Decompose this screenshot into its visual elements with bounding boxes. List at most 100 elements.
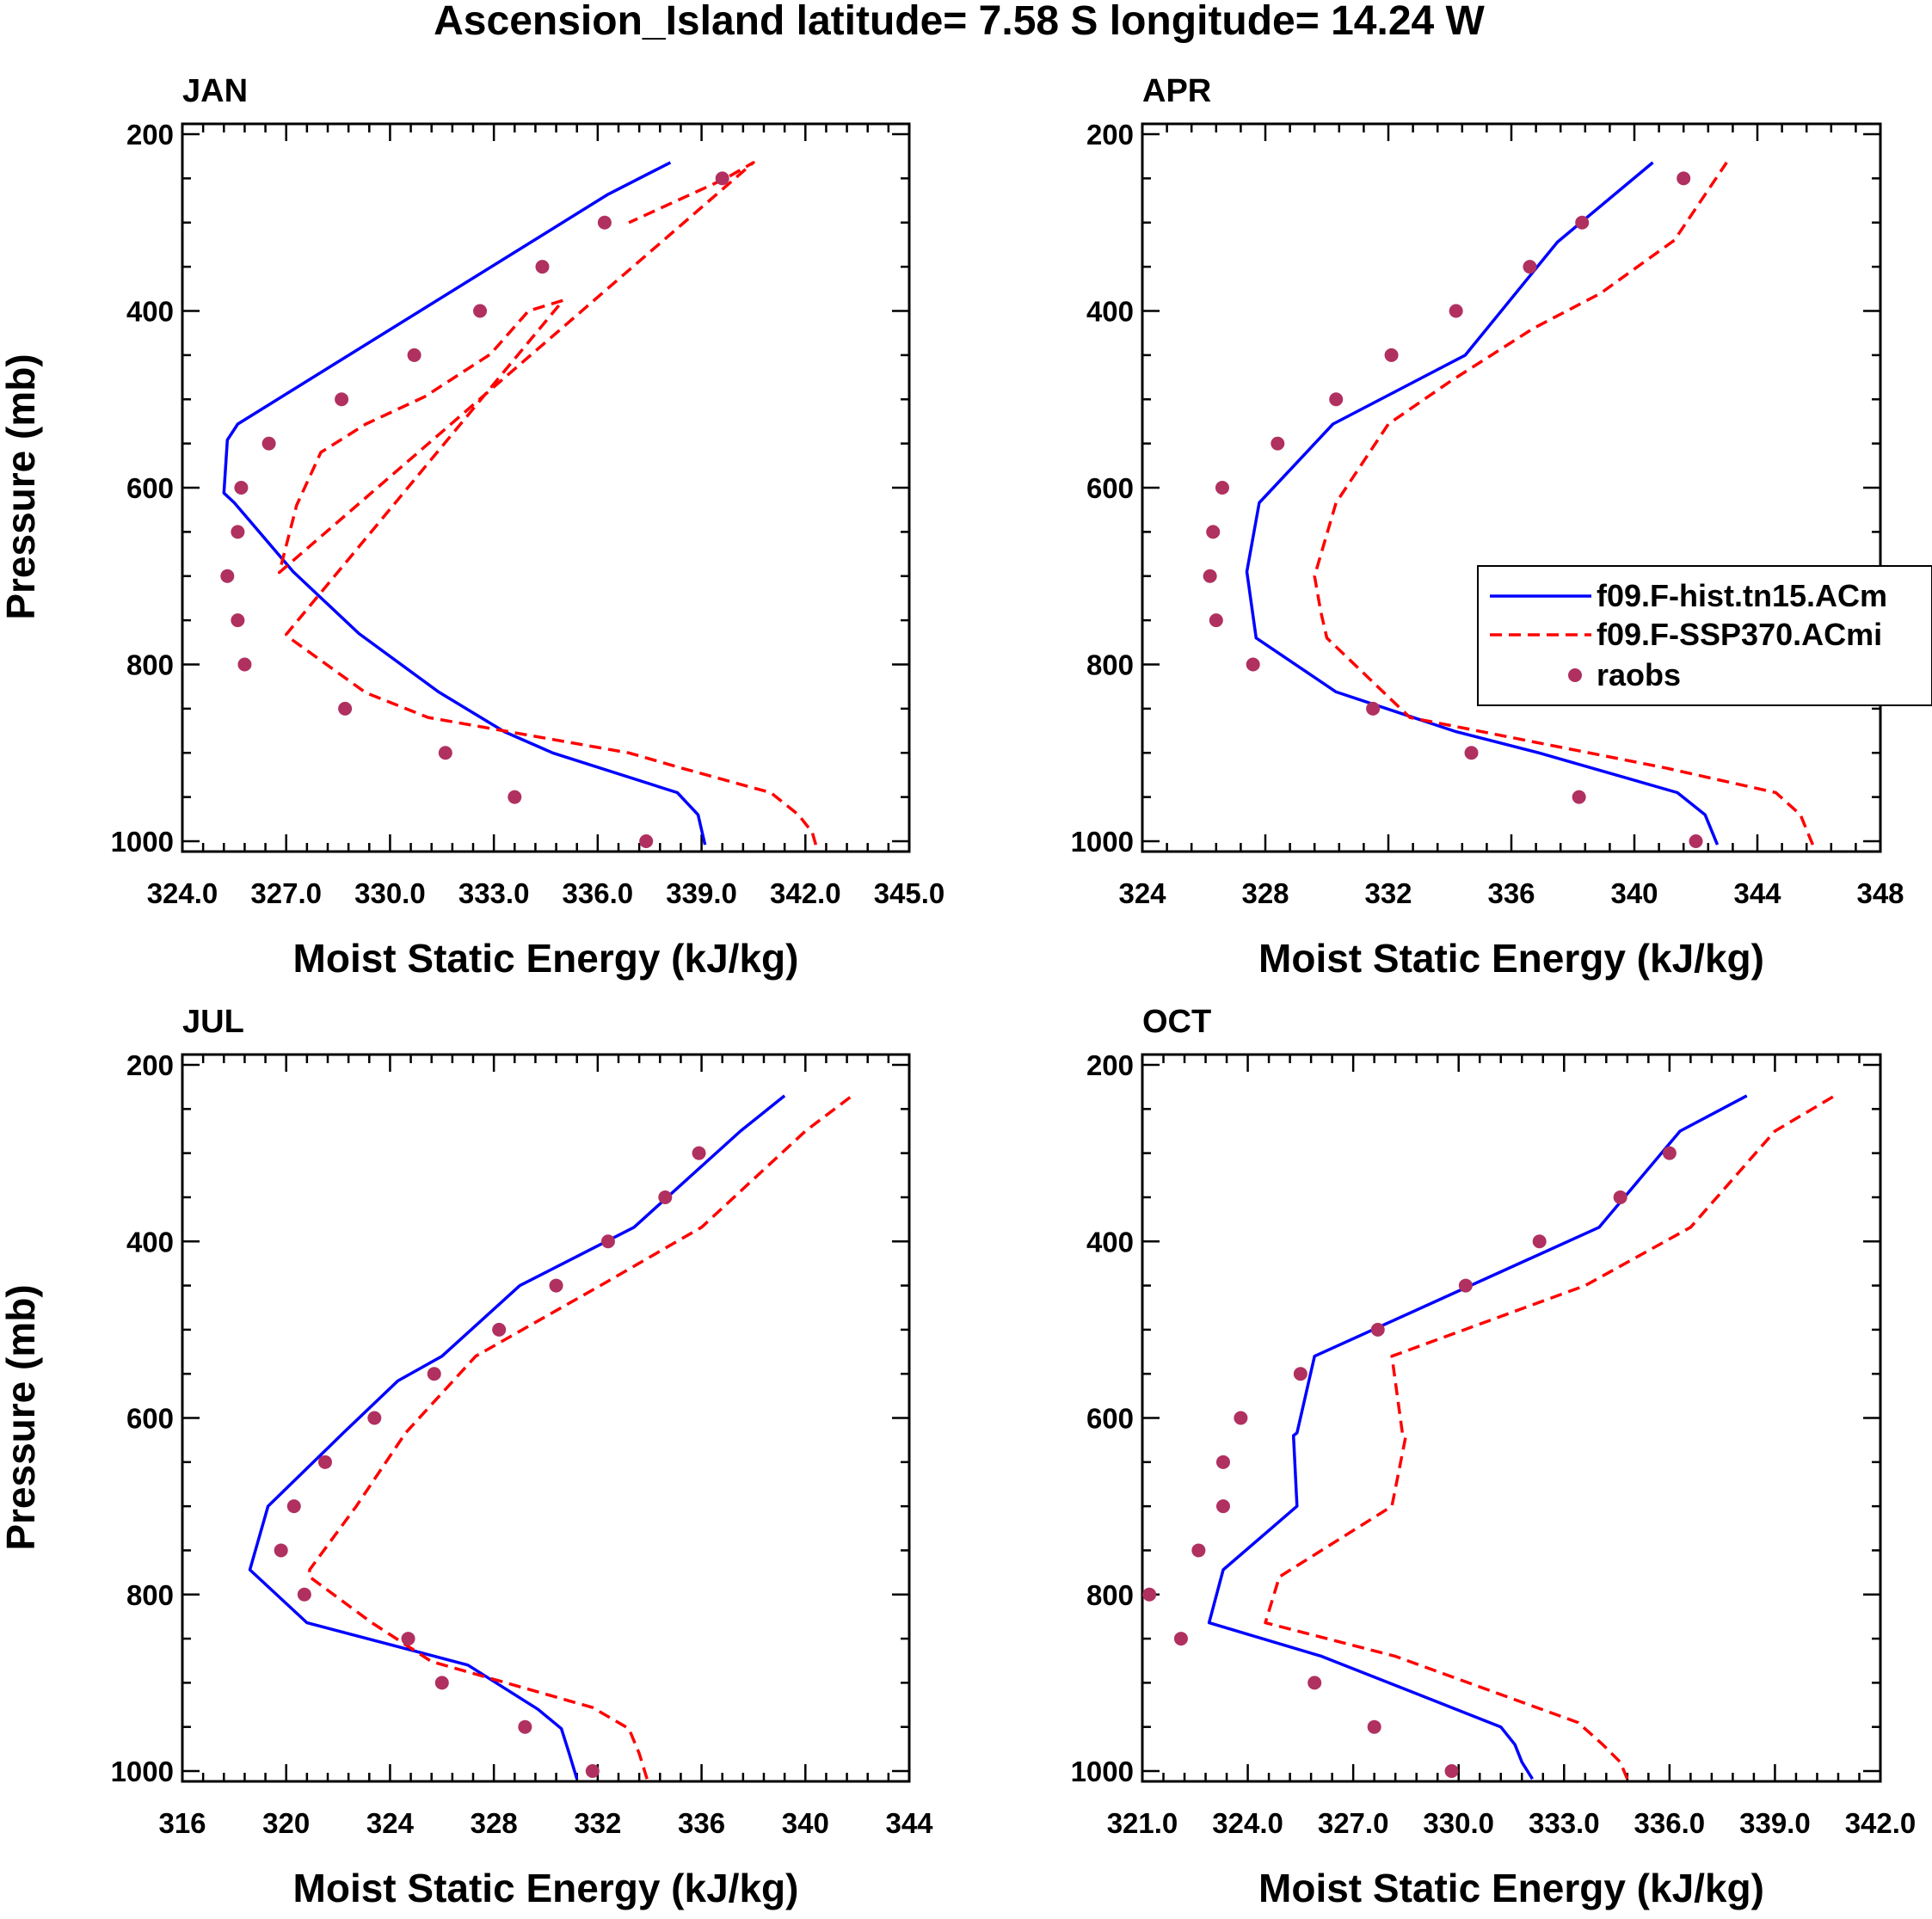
raobs-point <box>407 348 421 362</box>
panel-oct: OCT 321.0 324.0 327.0 330.0 333.0 336.0 339.0 34… <box>1071 1004 1917 1910</box>
legend-ssp-label: f09.F-SSP370.ACmi <box>1597 617 1882 652</box>
y-tick-label: 400 <box>126 1226 174 1258</box>
raobs-point <box>1613 1190 1627 1204</box>
plot-frame <box>1141 1053 1882 1783</box>
raobs-point <box>438 746 452 760</box>
raobs-point <box>274 1543 288 1558</box>
x-tick-label: 320 <box>262 1807 310 1839</box>
y-tick-label: 200 <box>126 119 174 151</box>
y-tick-label: 1000 <box>111 826 174 858</box>
y-tick-label: 200 <box>126 1049 174 1081</box>
x-axis-label: Moist Static Energy (kJ/kg) <box>1258 1866 1764 1910</box>
legend-hist-label: f09.F-hist.tn15.ACm <box>1597 578 1887 613</box>
x-tick-label: 324.0 <box>1212 1807 1283 1839</box>
x-tick-label: 324.0 <box>147 877 218 909</box>
x-tick-label: 333.0 <box>458 877 530 909</box>
series-hist-line <box>1245 161 1720 846</box>
panel-jan: JAN 324.0 327.0 330.0 333.0 336.0 339.0 342.0 34… <box>0 73 944 981</box>
raobs-point <box>1464 746 1479 760</box>
raobs-point <box>585 1764 600 1778</box>
raobs-point <box>535 260 550 274</box>
x-tick-label: 316 <box>158 1807 206 1839</box>
raobs-point <box>1662 1146 1677 1160</box>
raobs-point <box>1215 1499 1230 1514</box>
legend-raobs-marker <box>1568 668 1582 682</box>
x-tick-label: 321.0 <box>1107 1807 1178 1839</box>
raobs-point <box>508 790 522 804</box>
x-tick-label: 336 <box>1487 877 1535 909</box>
y-axis-label: Pressure (mb) <box>0 354 43 619</box>
plot-frame <box>181 1053 911 1783</box>
raobs-point <box>1689 834 1703 848</box>
raobs-point <box>286 1499 301 1514</box>
raobs-point <box>1384 348 1399 362</box>
raobs-point <box>401 1632 415 1646</box>
raobs-point <box>237 657 252 672</box>
raobs-point <box>549 1278 563 1293</box>
raobs-point <box>597 215 612 230</box>
x-tick-label: 336 <box>678 1807 725 1839</box>
x-tick-label: 330.0 <box>1423 1807 1494 1839</box>
panel-title: OCT <box>1142 1004 1211 1040</box>
raobs-point <box>427 1367 441 1381</box>
x-tick-label: 345.0 <box>874 877 945 909</box>
raobs-point <box>1458 1278 1473 1293</box>
series-ssp370-line <box>308 1094 853 1780</box>
x-axis-label: Moist Static Energy (kJ/kg) <box>293 1866 799 1910</box>
x-tick-label: 339.0 <box>1739 1807 1811 1839</box>
series-ssp370-line <box>277 161 818 846</box>
raobs-point <box>1173 1632 1188 1646</box>
y-tick-label: 1000 <box>1071 1756 1134 1787</box>
series-raobs <box>1203 171 1703 848</box>
raobs-point <box>367 1411 382 1425</box>
x-tick-label: 324 <box>1118 877 1166 909</box>
x-tick-label: 340 <box>782 1807 829 1839</box>
series-raobs <box>274 1146 706 1778</box>
x-axis-label: Moist Static Energy (kJ/kg) <box>293 936 799 981</box>
x-tick-label: 327.0 <box>250 877 322 909</box>
x-tick-label: 344 <box>1733 877 1781 909</box>
series-ssp370-line <box>1313 161 1815 846</box>
raobs-point <box>1203 569 1217 583</box>
raobs-point <box>1572 790 1586 804</box>
y-tick-label: 600 <box>126 472 174 504</box>
x-tick-label: 332 <box>1364 877 1412 909</box>
x-tick-label: 336.0 <box>1634 1807 1706 1839</box>
raobs-point <box>1329 392 1344 407</box>
raobs-point <box>1366 701 1381 716</box>
raobs-point <box>231 613 245 628</box>
raobs-point <box>1444 1764 1459 1778</box>
series-hist-line <box>222 161 707 846</box>
plot-frame <box>1141 122 1882 853</box>
series-ssp370-line <box>1264 1094 1836 1780</box>
panel-jul: JUL 316 320 324 328 332 336 340 344 200 400 600 800 1… <box>0 1004 933 1910</box>
raobs-point <box>639 834 654 848</box>
raobs-point <box>518 1719 532 1734</box>
raobs-point <box>715 171 729 186</box>
raobs-point <box>297 1587 311 1602</box>
y-tick-label: 800 <box>1086 1579 1134 1611</box>
raobs-point <box>1677 171 1691 186</box>
legend: f09.F-hist.tn15.ACm f09.F-SSP370.ACmi ra… <box>1477 565 1932 706</box>
y-tick-label: 1000 <box>1071 826 1134 858</box>
x-tick-label: 332 <box>574 1807 621 1839</box>
raobs-point <box>1271 436 1285 451</box>
x-tick-label: 336.0 <box>563 877 634 909</box>
raobs-point <box>1215 481 1229 495</box>
raobs-point <box>658 1190 673 1204</box>
raobs-point <box>1575 215 1590 230</box>
y-tick-label: 800 <box>1086 649 1134 681</box>
x-tick-label: 339.0 <box>666 877 737 909</box>
series-raobs <box>220 171 729 848</box>
x-tick-label: 344 <box>885 1807 933 1839</box>
x-tick-label: 348 <box>1856 877 1904 909</box>
raobs-point <box>338 701 353 716</box>
raobs-point <box>1532 1234 1547 1249</box>
raobs-point <box>1246 657 1260 672</box>
raobs-point <box>1449 304 1463 318</box>
y-tick-label: 600 <box>1086 1403 1134 1435</box>
legend-raobs-label: raobs <box>1597 657 1681 692</box>
x-tick-label: 324 <box>366 1807 415 1839</box>
y-tick-label: 200 <box>1086 119 1134 151</box>
raobs-point <box>261 436 276 451</box>
